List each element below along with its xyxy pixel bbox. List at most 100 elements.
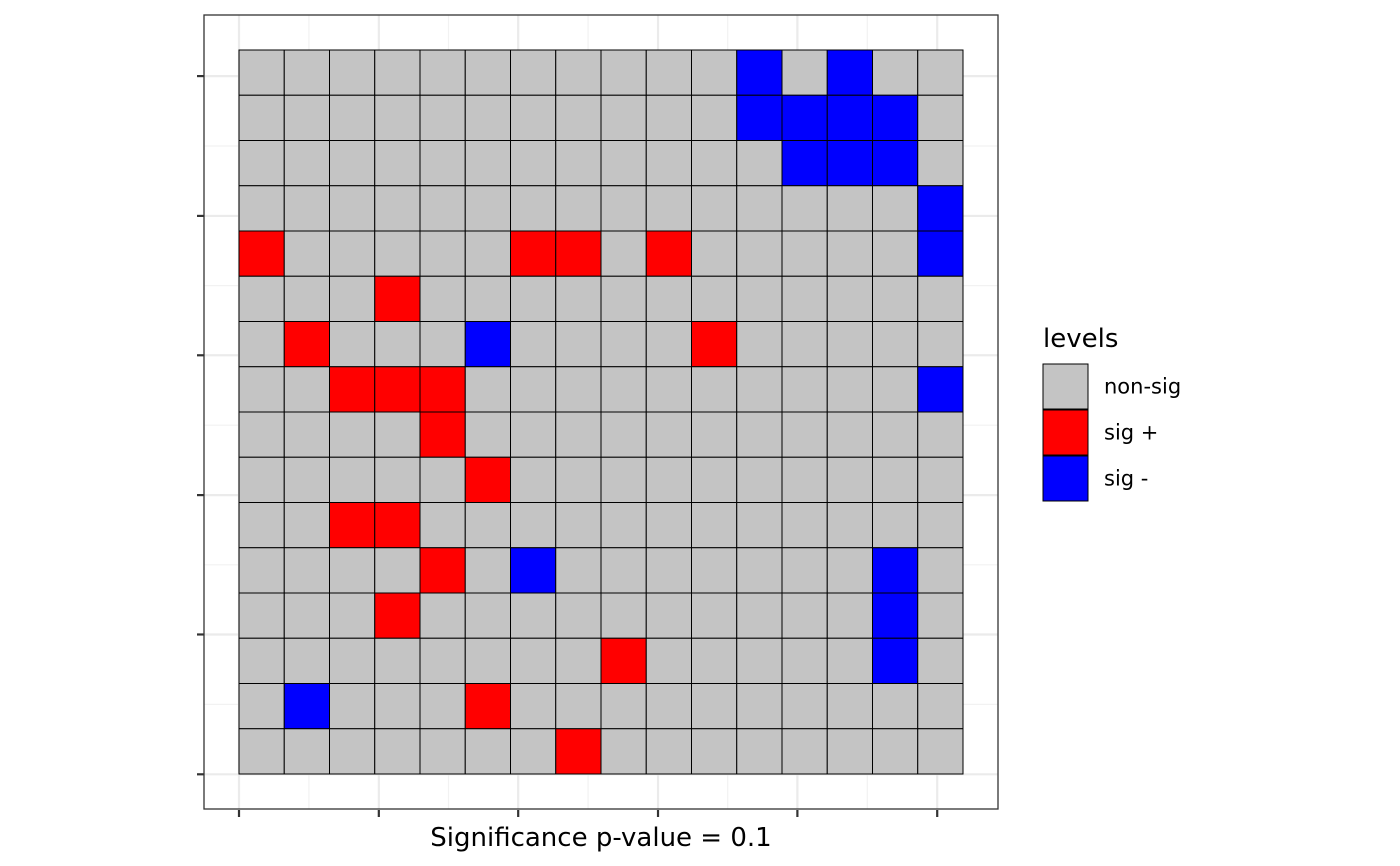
heatmap-cell [917,637,964,684]
heatmap-cell [419,185,466,232]
heatmap-cell [872,185,919,232]
heatmap-cell [826,140,873,187]
heatmap-cell [645,366,692,413]
heatmap-cell [419,411,466,458]
heatmap-cell [238,321,285,368]
heatmap-cell [872,547,919,594]
x-axis-title: Significance p-value = 0.1 [430,823,771,853]
heatmap-cell [329,321,376,368]
heatmap-cell [600,637,647,684]
heatmap-cell [736,411,783,458]
heatmap-cell [374,456,421,503]
heatmap-cell [645,49,692,96]
heatmap-cell [917,366,964,413]
heatmap-cell [691,592,738,639]
heatmap-cell [691,411,738,458]
heatmap-cell [464,321,511,368]
heatmap-cell [781,456,828,503]
heatmap-cell [736,637,783,684]
heatmap-cell [510,366,557,413]
heatmap-cell [872,456,919,503]
heatmap-cell [645,456,692,503]
heatmap-cell [781,49,828,96]
heatmap-cell [555,275,602,322]
heatmap-cell [464,49,511,96]
heatmap-cell [826,366,873,413]
heatmap-cell [464,456,511,503]
heatmap-cell [510,94,557,141]
heatmap-cell [419,230,466,277]
heatmap-cell [283,321,330,368]
heatmap-cell [826,456,873,503]
heatmap-cell [781,683,828,730]
heatmap-cell [781,547,828,594]
heatmap-cell [329,592,376,639]
heatmap-cell [374,94,421,141]
heatmap-cell [329,683,376,730]
heatmap-cell [283,502,330,549]
heatmap-cell [691,230,738,277]
heatmap-cell [645,275,692,322]
heatmap-cell [419,321,466,368]
heatmap-cell [283,637,330,684]
heatmap-cell [736,185,783,232]
heatmap-cell [691,321,738,368]
heatmap-cell [645,592,692,639]
heatmap-cell [781,366,828,413]
heatmap-cell [464,502,511,549]
legend-title: levels [1043,324,1118,354]
heatmap-cell [419,683,466,730]
heatmap-cell [736,230,783,277]
heatmap-cell [329,366,376,413]
heatmap-cell [238,140,285,187]
heatmap-cell [374,275,421,322]
heatmap-cell [510,637,557,684]
heatmap-cell [329,49,376,96]
heatmap-cell [464,230,511,277]
heatmap-cell [555,321,602,368]
axis-ticks [197,74,939,817]
heatmap-cell [374,728,421,775]
heatmap-cell [329,728,376,775]
heatmap-cell [781,637,828,684]
heatmap-cell [555,411,602,458]
heatmap-cell [464,592,511,639]
heatmap-cell [419,49,466,96]
heatmap-cell [917,502,964,549]
heatmap-cell [238,275,285,322]
heatmap-cell [238,592,285,639]
heatmap-cell [781,592,828,639]
heatmap-cell [464,728,511,775]
heatmap-cell [510,547,557,594]
heatmap-cell [374,547,421,594]
heatmap-cell [238,185,285,232]
heatmap-cell [736,49,783,96]
heatmap-cell [419,502,466,549]
heatmap-cell [419,728,466,775]
heatmap-cell [736,94,783,141]
heatmap-cell [917,456,964,503]
heatmap-cell [329,185,376,232]
heatmap-cell [917,140,964,187]
heatmap-cell [374,637,421,684]
heatmap-cell [283,185,330,232]
heatmap-cell [781,728,828,775]
heatmap-cell [645,94,692,141]
heatmap-cell [872,592,919,639]
heatmap-cell [283,456,330,503]
heatmap-cell [691,456,738,503]
heatmap-cell [645,185,692,232]
heatmap-cell [419,366,466,413]
heatmap-cell [419,592,466,639]
heatmap-cell [917,94,964,141]
heatmap-cell [691,728,738,775]
legend-label: sig + [1104,421,1158,445]
heatmap-cell [555,94,602,141]
heatmap-cell [872,140,919,187]
heatmap-cell [872,728,919,775]
heatmap-cell [374,49,421,96]
heatmap-cell [917,547,964,594]
heatmap-cell [283,411,330,458]
heatmap-cell [645,637,692,684]
heatmap-cell [329,456,376,503]
